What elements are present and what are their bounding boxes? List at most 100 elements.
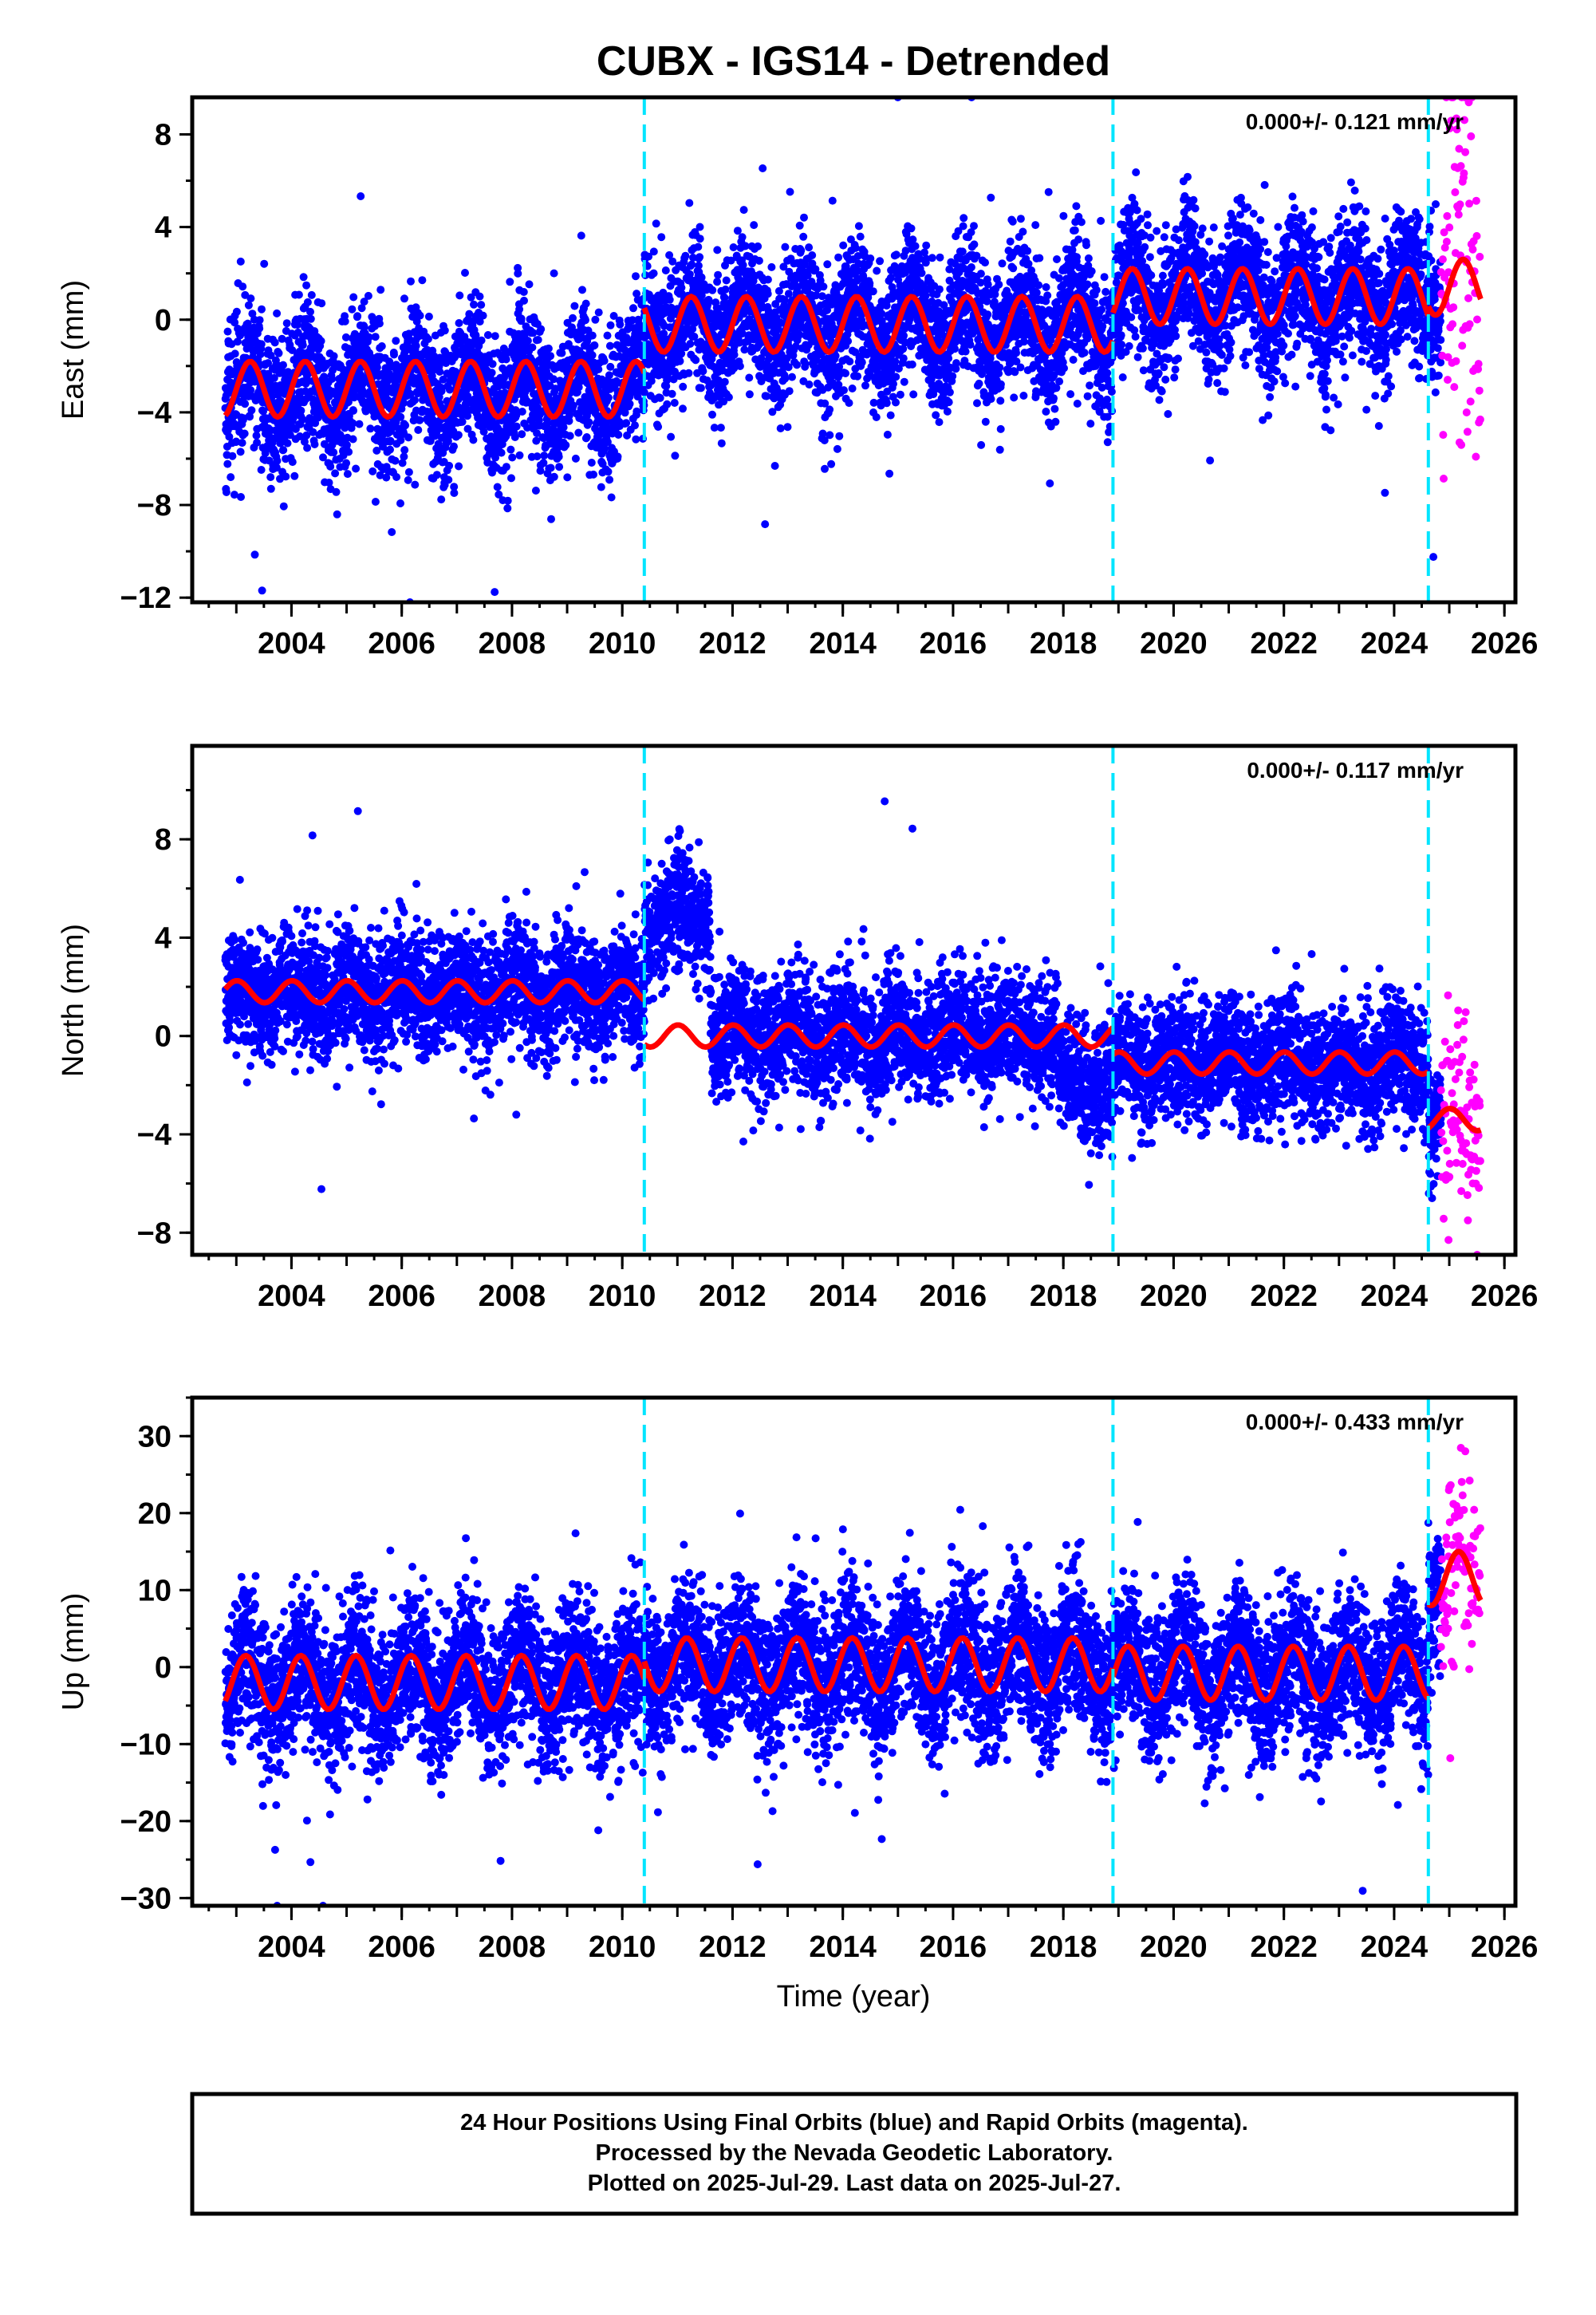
east-final-point: [469, 436, 478, 444]
east-final-point: [770, 462, 779, 470]
east-final-point: [344, 398, 353, 406]
east-final-point: [574, 428, 583, 437]
east-final-point: [740, 345, 749, 354]
east-final-point: [733, 227, 742, 235]
east-final-point: [507, 474, 515, 483]
east-final-point: [676, 357, 684, 365]
east-final-point: [577, 231, 585, 240]
east-final-point: [976, 270, 985, 278]
east-final-point: [231, 318, 239, 327]
east-final-point: [555, 463, 564, 471]
east-final-point: [349, 419, 357, 428]
east-final-point: [591, 315, 600, 324]
east-final-point: [665, 295, 674, 304]
east-final-point: [899, 354, 908, 363]
east-final-point: [550, 472, 558, 481]
east-final-point: [398, 459, 407, 467]
east-final-point: [424, 312, 433, 321]
east-final-point: [274, 349, 283, 357]
east-final-point: [523, 337, 532, 345]
east-final-point: [227, 340, 236, 349]
east-final-point: [401, 421, 410, 430]
east-final-point: [514, 269, 522, 278]
east-final-point: [365, 333, 373, 341]
east-panel: 2004 2006 2008 2010 2012 2014 2016 2018 2020 2022…: [57, 95, 1538, 661]
east-final-point: [891, 357, 900, 366]
east-final-point: [233, 337, 242, 346]
east-final-point: [983, 310, 992, 319]
east-final-point: [684, 369, 693, 377]
east-final-point: [590, 341, 599, 349]
east-final-point: [649, 247, 658, 256]
east-final-point: [562, 441, 570, 449]
east-final-point: [613, 452, 622, 461]
east-final-point: [231, 349, 239, 358]
east-final-point: [799, 232, 808, 241]
east-final-point: [392, 473, 401, 481]
east-final-point: [518, 408, 526, 416]
east-final-point: [1010, 393, 1019, 402]
east-final-point: [248, 310, 257, 318]
east-final-point: [349, 293, 358, 302]
east-final-point: [240, 429, 249, 438]
east-final-point: [970, 240, 979, 249]
east-final-point: [763, 290, 772, 298]
east-final-point: [266, 484, 275, 493]
east-final-point: [632, 435, 640, 444]
east-final-point: [444, 475, 453, 484]
east-final-point: [286, 431, 294, 440]
east-final-point: [435, 368, 444, 376]
east-final-point: [708, 286, 717, 294]
east-final-point: [528, 343, 537, 352]
east-final-point: [1008, 217, 1017, 226]
east-final-point: [708, 410, 716, 419]
east-final-point: [223, 459, 232, 468]
east-final-point: [1019, 227, 1027, 236]
east-final-point: [922, 241, 931, 250]
east-final-point: [808, 251, 817, 259]
east-final-point: [900, 377, 908, 386]
east-final-point: [331, 469, 340, 478]
east-final-point: [437, 495, 446, 504]
east-final-point: [228, 452, 237, 460]
east-final-point: [357, 192, 365, 200]
east-final-point: [828, 196, 837, 205]
east-final-point: [333, 510, 341, 519]
east-final-point: [406, 390, 415, 398]
east-final-point: [400, 294, 408, 303]
east-final-point: [487, 369, 496, 377]
east-final-point: [371, 333, 380, 341]
east-final-point: [801, 360, 810, 369]
east-final-point: [759, 164, 767, 172]
east-final-point: [781, 374, 790, 383]
east-final-point: [975, 379, 983, 388]
east-final-point: [282, 472, 290, 481]
east-final-point: [841, 369, 849, 377]
east-final-point: [713, 246, 722, 254]
east-final-point: [632, 272, 640, 281]
east-final-point: [908, 360, 916, 369]
east-final-point: [348, 305, 357, 314]
east-final-point: [973, 399, 981, 408]
east-final-point: [720, 377, 729, 386]
east-final-point: [739, 206, 748, 215]
east-final-point: [857, 358, 866, 367]
east-final-point: [302, 281, 311, 290]
east-final-point: [981, 258, 989, 267]
east-final-point: [488, 360, 497, 369]
east-final-point: [622, 419, 631, 428]
east-final-point: [404, 475, 412, 484]
east-final-point: [704, 295, 713, 304]
east-final-point: [491, 588, 499, 597]
east-final-point: [477, 336, 486, 345]
east-final-point: [826, 405, 834, 414]
east-final-point: [273, 309, 282, 317]
east-final-point: [872, 413, 881, 421]
east-final-point: [432, 471, 441, 479]
east-final-point: [1023, 246, 1032, 255]
east-final-point: [368, 467, 377, 475]
east-final-point: [512, 422, 521, 431]
east-final-point: [232, 437, 241, 446]
east-final-point: [546, 352, 555, 361]
east-final-point: [827, 459, 836, 468]
